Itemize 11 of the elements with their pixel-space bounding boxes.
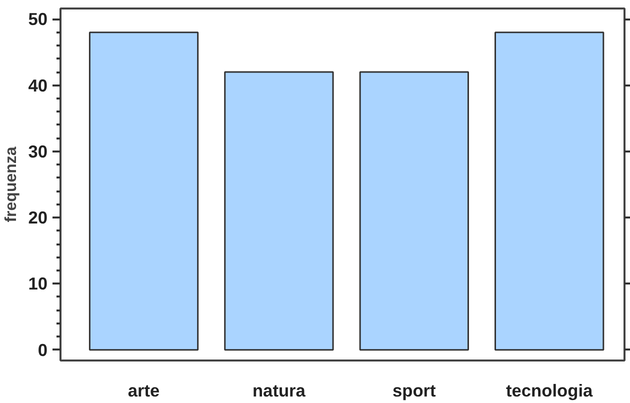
y-axis-title: frequenza xyxy=(3,146,20,222)
y-tick-label: 50 xyxy=(28,9,48,30)
x-tick-label: arte xyxy=(128,380,160,400)
y-tick-label: 20 xyxy=(28,208,48,228)
x-tick-label: sport xyxy=(392,380,436,400)
x-tick-label: tecnologia xyxy=(506,380,594,400)
y-tick-label: 0 xyxy=(38,340,48,360)
y-tick-label: 40 xyxy=(28,75,48,96)
y-tick-label: 10 xyxy=(28,274,48,294)
y-tick-label: 30 xyxy=(28,141,48,162)
x-tick-label: natura xyxy=(252,380,306,400)
